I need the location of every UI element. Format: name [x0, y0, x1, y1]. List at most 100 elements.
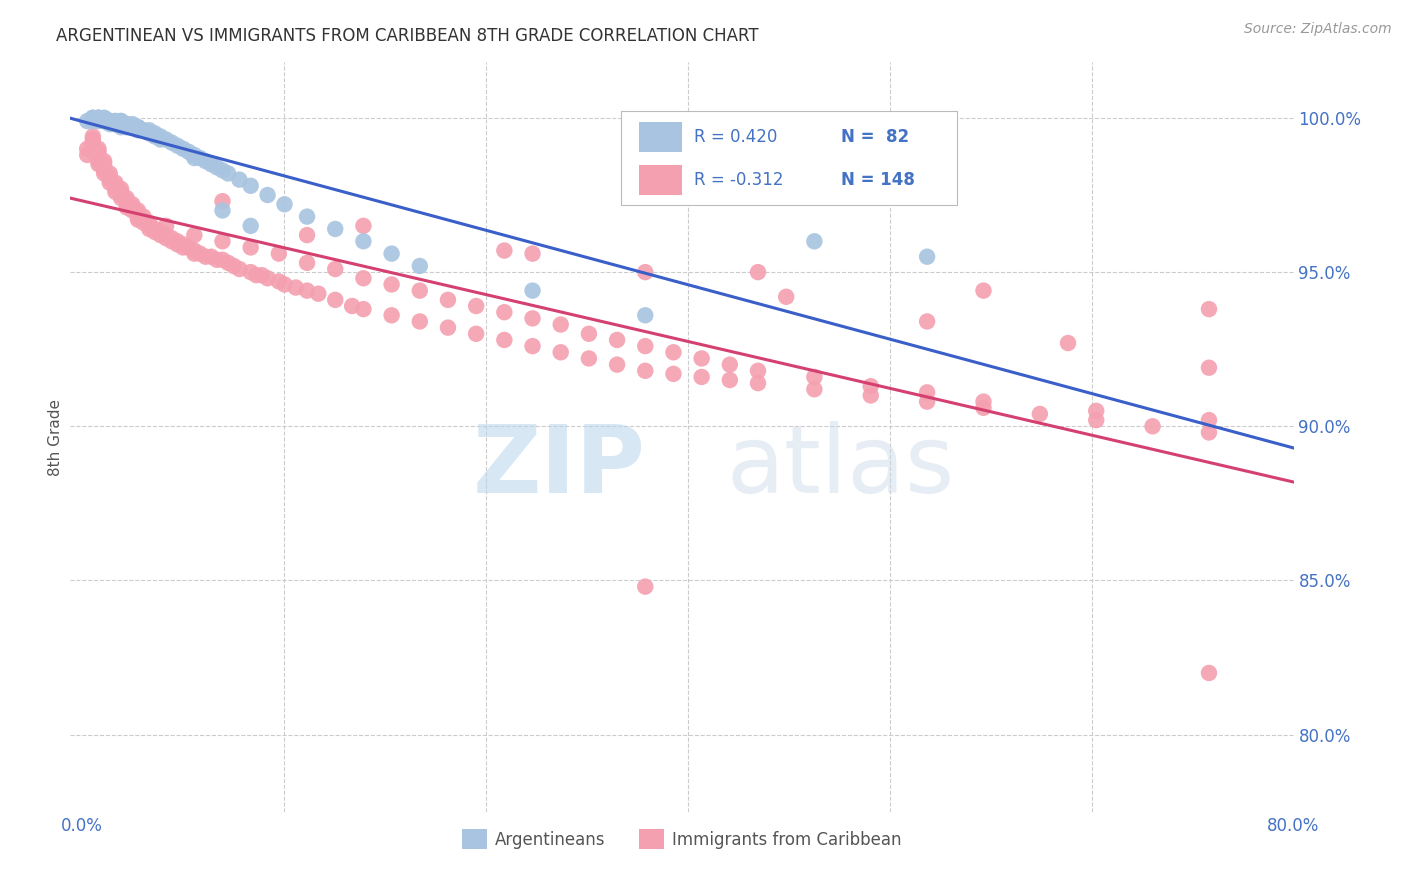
Point: [115, 194, 138, 209]
Text: R = -0.312: R = -0.312: [695, 171, 783, 189]
Point: [104, 114, 127, 128]
Point: [155, 228, 177, 243]
Point: [160, 234, 183, 248]
Point: [110, 114, 132, 128]
Point: [915, 250, 938, 264]
Point: [256, 188, 278, 202]
Point: [634, 364, 657, 378]
Point: [121, 203, 143, 218]
Point: [747, 376, 769, 391]
Point: [1198, 665, 1220, 680]
Point: [104, 117, 127, 131]
Point: [1198, 302, 1220, 317]
Point: [211, 194, 233, 209]
Point: [82, 136, 104, 150]
Point: [352, 219, 374, 233]
Point: [409, 259, 432, 273]
Y-axis label: 8th Grade: 8th Grade: [48, 399, 63, 475]
Point: [121, 120, 143, 135]
Point: [188, 151, 211, 165]
Point: [295, 228, 318, 243]
Point: [87, 151, 110, 165]
Point: [93, 157, 115, 171]
Point: [115, 120, 138, 135]
Point: [138, 219, 160, 233]
Point: [87, 148, 110, 162]
Point: [110, 191, 132, 205]
Point: [93, 166, 115, 180]
Point: [104, 117, 127, 131]
Point: [127, 120, 149, 135]
Point: [352, 271, 374, 285]
Point: [188, 246, 211, 260]
Point: [138, 216, 160, 230]
Point: [76, 114, 98, 128]
Point: [160, 231, 183, 245]
Point: [437, 293, 460, 307]
Bar: [640, 165, 682, 195]
Point: [98, 169, 121, 184]
Point: [239, 178, 262, 193]
Point: [138, 127, 160, 141]
Point: [437, 320, 460, 334]
Point: [87, 114, 110, 128]
Point: [149, 129, 172, 144]
Point: [228, 172, 250, 186]
Point: [295, 210, 318, 224]
Point: [93, 161, 115, 175]
Point: [634, 265, 657, 279]
Point: [110, 114, 132, 128]
Point: [98, 117, 121, 131]
Point: [859, 379, 882, 393]
Point: [634, 308, 657, 322]
Text: ARGENTINEAN VS IMMIGRANTS FROM CARIBBEAN 8TH GRADE CORRELATION CHART: ARGENTINEAN VS IMMIGRANTS FROM CARIBBEAN…: [56, 27, 759, 45]
Point: [143, 129, 166, 144]
Point: [217, 256, 239, 270]
Point: [522, 339, 544, 353]
Point: [110, 117, 132, 131]
Point: [132, 123, 155, 137]
Point: [93, 111, 115, 125]
Point: [104, 178, 127, 193]
Point: [87, 111, 110, 125]
Point: [295, 284, 318, 298]
Point: [177, 240, 200, 254]
Point: [1198, 425, 1220, 440]
Point: [127, 206, 149, 220]
Point: [578, 326, 600, 341]
Point: [775, 290, 797, 304]
Point: [93, 111, 115, 125]
Point: [166, 234, 188, 248]
Point: [522, 311, 544, 326]
Point: [121, 117, 143, 131]
Point: [228, 262, 250, 277]
Point: [166, 138, 188, 153]
Point: [127, 210, 149, 224]
Point: [194, 154, 217, 169]
Text: N =  82: N = 82: [841, 128, 910, 146]
Point: [1085, 413, 1108, 427]
Point: [183, 228, 205, 243]
Point: [87, 154, 110, 169]
Point: [143, 225, 166, 239]
Point: [323, 262, 346, 277]
Point: [93, 114, 115, 128]
Point: [747, 265, 769, 279]
Point: [409, 284, 432, 298]
Point: [211, 163, 233, 178]
Point: [82, 111, 104, 125]
Point: [166, 237, 188, 252]
Point: [211, 234, 233, 248]
Point: [121, 200, 143, 214]
Point: [307, 286, 329, 301]
Point: [115, 117, 138, 131]
Point: [82, 111, 104, 125]
Point: [172, 237, 194, 252]
Point: [245, 268, 267, 283]
Point: [172, 240, 194, 254]
Point: [132, 123, 155, 137]
Point: [747, 364, 769, 378]
Point: [132, 216, 155, 230]
Point: [273, 277, 295, 292]
Point: [127, 120, 149, 135]
